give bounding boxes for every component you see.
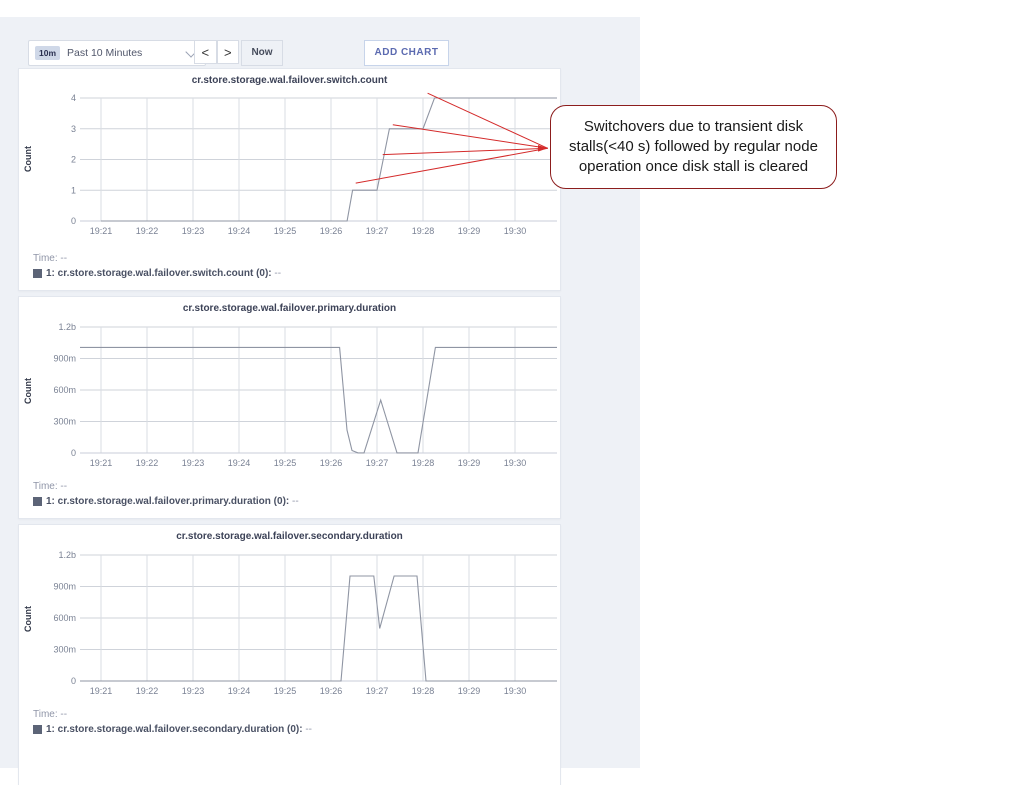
svg-text:19:22: 19:22	[136, 686, 159, 696]
svg-text:19:25: 19:25	[274, 226, 297, 236]
svg-text:0: 0	[71, 448, 76, 458]
svg-text:19:21: 19:21	[90, 686, 113, 696]
svg-text:2: 2	[71, 155, 76, 165]
svg-text:Count: Count	[23, 146, 33, 172]
svg-text:19:27: 19:27	[366, 226, 389, 236]
svg-text:3: 3	[71, 124, 76, 134]
svg-text:19:25: 19:25	[274, 458, 297, 468]
svg-text:19:22: 19:22	[136, 458, 159, 468]
svg-text:0: 0	[71, 676, 76, 686]
svg-text:19:27: 19:27	[366, 458, 389, 468]
svg-text:19:28: 19:28	[412, 226, 435, 236]
svg-text:19:28: 19:28	[412, 458, 435, 468]
svg-text:19:30: 19:30	[504, 226, 527, 236]
svg-text:19:26: 19:26	[320, 458, 343, 468]
svg-text:1.2b: 1.2b	[58, 550, 76, 560]
svg-text:19:30: 19:30	[504, 458, 527, 468]
svg-text:900m: 900m	[53, 354, 76, 364]
svg-text:19:21: 19:21	[90, 226, 113, 236]
svg-text:19:26: 19:26	[320, 226, 343, 236]
svg-text:19:24: 19:24	[228, 226, 251, 236]
svg-text:600m: 600m	[53, 613, 76, 623]
svg-text:19:23: 19:23	[182, 226, 205, 236]
svg-text:19:29: 19:29	[458, 686, 481, 696]
svg-text:19:24: 19:24	[228, 458, 251, 468]
svg-text:0: 0	[71, 216, 76, 226]
svg-text:19:21: 19:21	[90, 458, 113, 468]
svg-text:Count: Count	[23, 606, 33, 632]
svg-text:1: 1	[71, 185, 76, 195]
svg-text:19:29: 19:29	[458, 458, 481, 468]
svg-text:4: 4	[71, 93, 76, 103]
svg-text:19:25: 19:25	[274, 686, 297, 696]
svg-text:1.2b: 1.2b	[58, 322, 76, 332]
svg-text:19:24: 19:24	[228, 686, 251, 696]
svg-text:600m: 600m	[53, 385, 76, 395]
svg-text:19:23: 19:23	[182, 686, 205, 696]
svg-text:900m: 900m	[53, 582, 76, 592]
svg-text:19:26: 19:26	[320, 686, 343, 696]
svg-text:300m: 300m	[53, 645, 76, 655]
svg-text:300m: 300m	[53, 417, 76, 427]
svg-text:19:28: 19:28	[412, 686, 435, 696]
svg-text:19:23: 19:23	[182, 458, 205, 468]
svg-text:Count: Count	[23, 378, 33, 404]
svg-text:19:29: 19:29	[458, 226, 481, 236]
svg-text:19:30: 19:30	[504, 686, 527, 696]
svg-text:19:22: 19:22	[136, 226, 159, 236]
svg-text:19:27: 19:27	[366, 686, 389, 696]
